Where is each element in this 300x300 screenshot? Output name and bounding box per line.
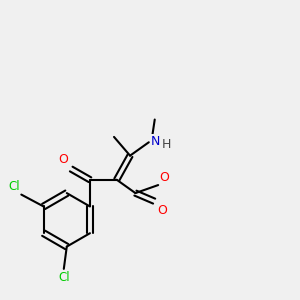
Text: Cl: Cl [8,180,20,193]
Text: O: O [157,204,167,217]
Text: O: O [160,171,170,184]
Text: H: H [162,138,172,151]
Text: N: N [150,135,160,148]
Text: Cl: Cl [58,271,70,284]
Text: O: O [58,153,68,166]
